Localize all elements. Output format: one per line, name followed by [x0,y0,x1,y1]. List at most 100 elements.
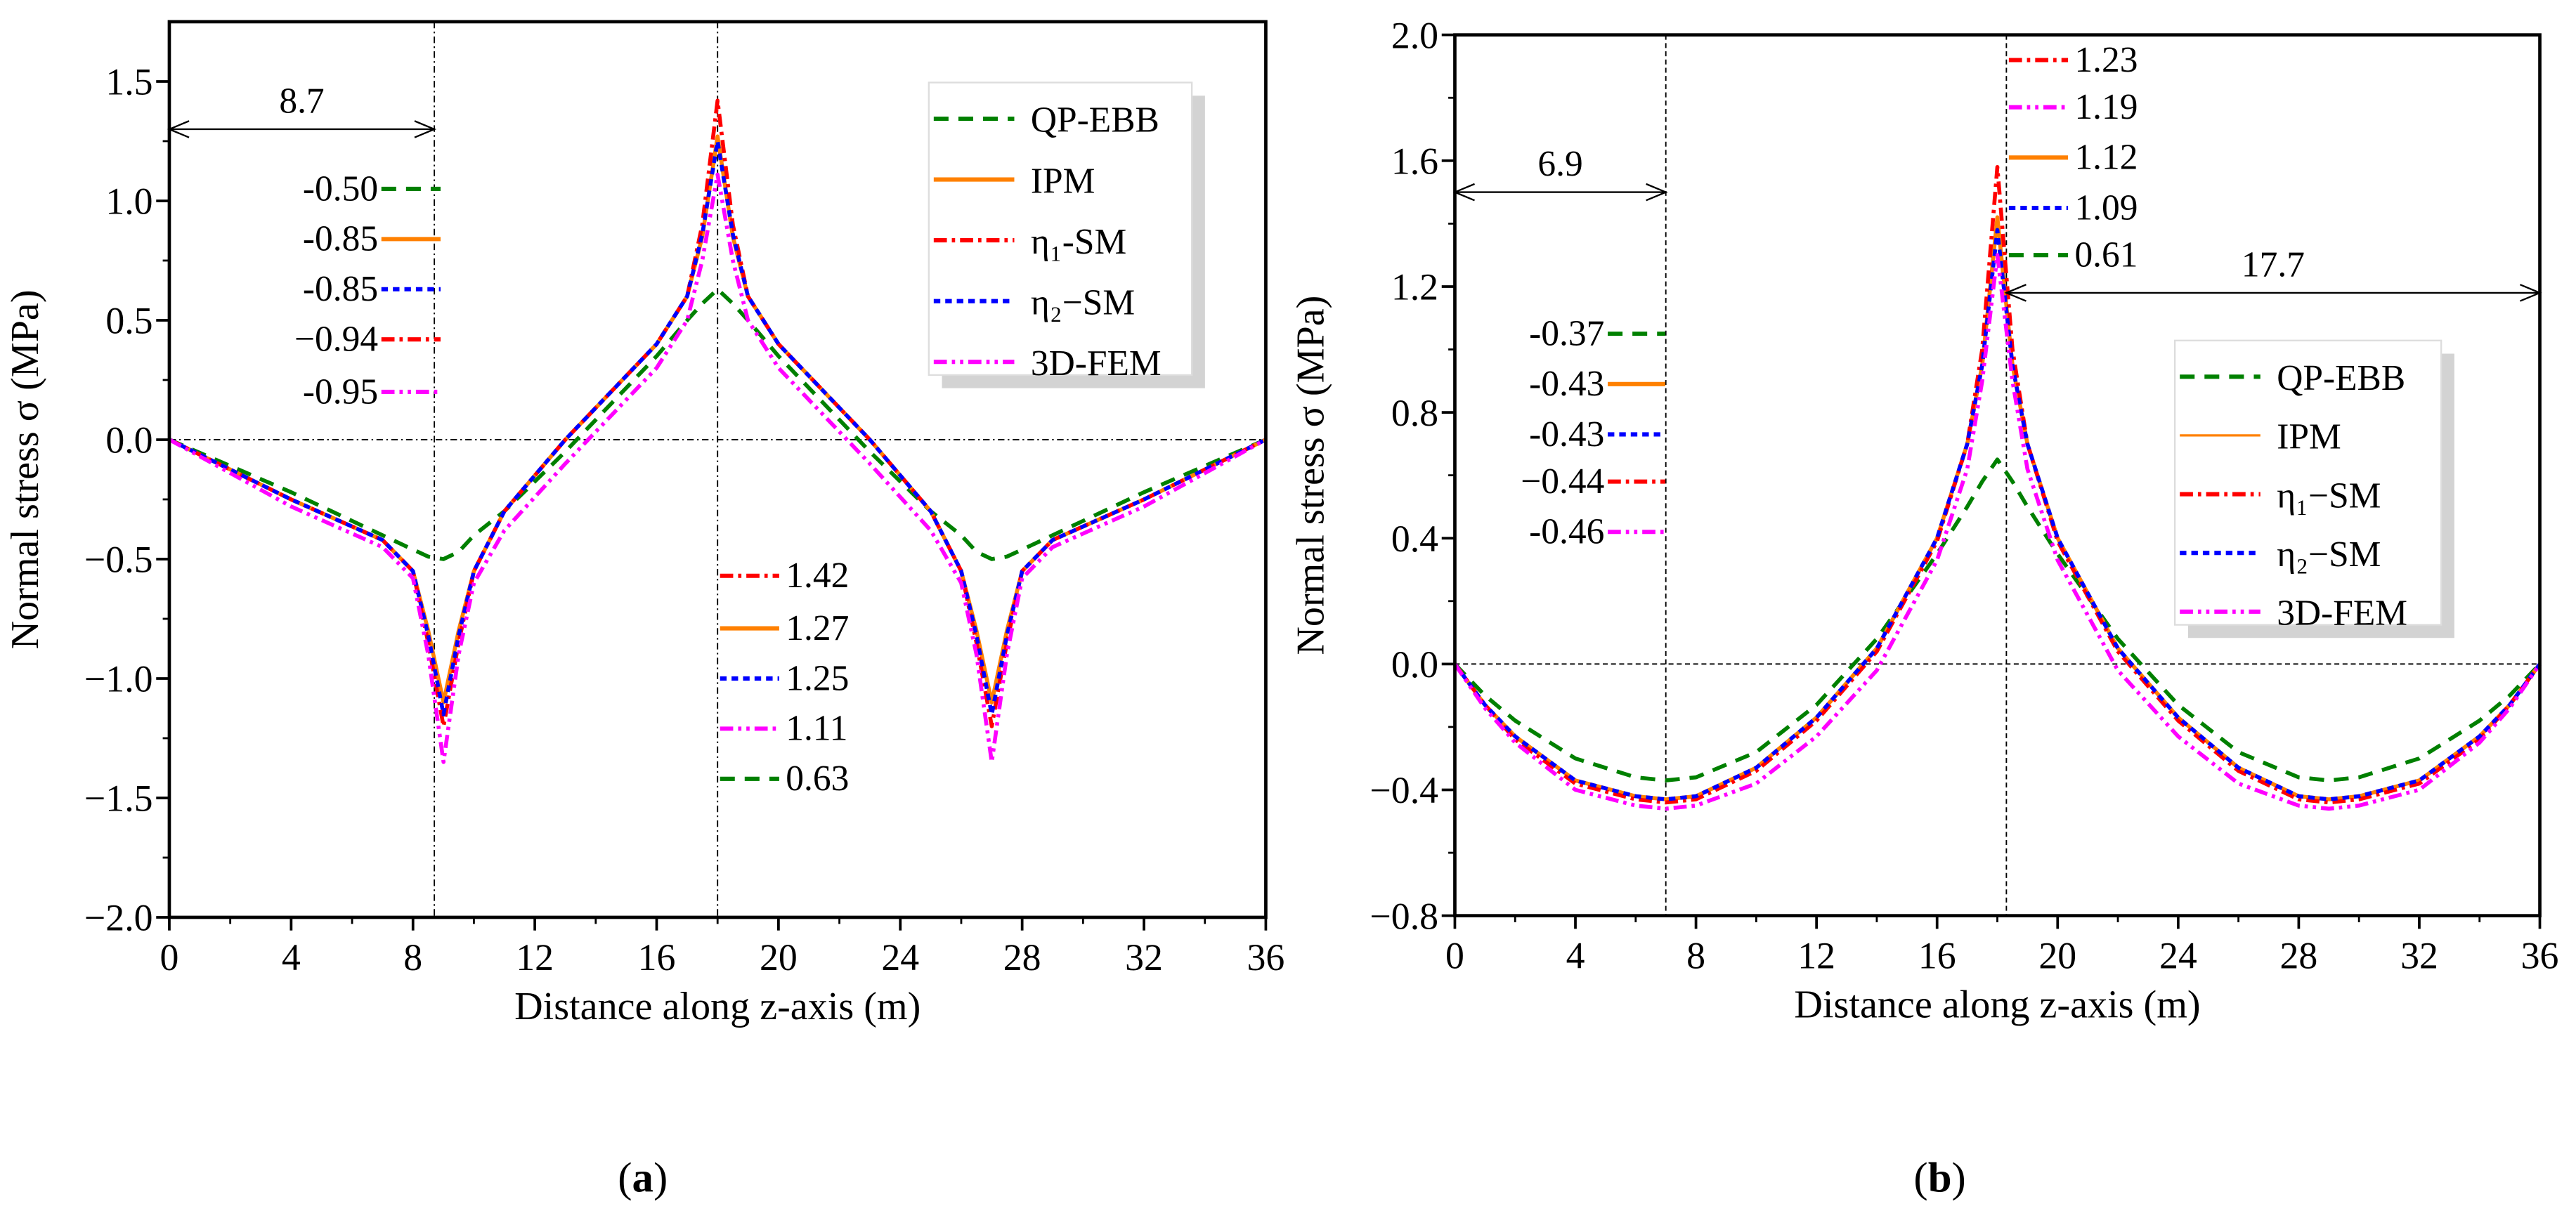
legend-entry: η₁-SM [1031,222,1126,262]
x-tick-label: 16 [1918,935,1956,977]
annotation-value: 1.09 [2074,188,2138,228]
annotation-value: 1.42 [786,556,849,596]
y-tick-label: −1.5 [84,778,153,820]
annotation-value: -0.43 [1529,364,1604,404]
arrow-head-icon [2520,284,2542,302]
x-tick-label: 20 [2038,935,2076,977]
series-line-3 [168,139,1267,716]
y-tick-label: 0.0 [105,419,152,461]
legend-entry: QP-EBB [1031,100,1159,140]
y-tick-label: 1.6 [1391,140,1438,183]
dimension-label: 8.7 [279,81,324,122]
x-tick-label: 0 [160,936,179,978]
legend: QP-EBB IPM η₁-SM η₂−SM 3D-FEM [928,81,1205,388]
panel-label-close: ) [1952,1155,1966,1202]
legend-entry: η₂−SM [2277,535,2381,575]
y-tick-label: 0.0 [1391,643,1438,686]
y-axis-title: Normal stress σ (MPa) [4,290,47,650]
panel-label: (a) [618,1155,668,1202]
legend-entry: IPM [2277,417,2341,457]
x-tick-label: 24 [881,936,919,978]
x-tick-label: 32 [1125,936,1163,978]
y-tick-label: −2.0 [84,897,153,939]
annotation-value: 0.61 [2074,235,2138,275]
annotation-value: 1.19 [2074,87,2138,127]
x-tick-label: 36 [1247,936,1285,978]
y-tick-label: −1.0 [84,658,153,700]
y-tick-label: −0.8 [1370,895,1438,937]
x-tick-label: 20 [760,936,798,978]
x-axis-title: Distance along z-axis (m) [1794,983,2200,1027]
legend-box [928,81,1193,376]
annotation-value: 1.25 [786,658,849,698]
annotation-value: 0.63 [786,759,849,799]
arrow-head-icon [414,120,437,138]
arrow-head-icon [1646,183,1668,202]
legend: QP-EBB IPM η₁−SM η₂−SM 3D-FEM [2173,339,2454,638]
legend-entry: η₁−SM [2277,476,2381,516]
series-line-0 [1453,457,2542,782]
x-tick-label: 4 [282,936,301,978]
x-tick-label: 32 [2400,935,2438,977]
x-tick-label: 8 [1686,935,1705,977]
annotation-value: -0.43 [1529,414,1604,454]
legend-box [2173,339,2442,626]
annotation-value: -0.50 [303,169,378,209]
series-line-4 [168,172,1267,764]
y-tick-label: 1.5 [105,61,152,103]
x-tick-label: 16 [638,936,676,978]
arrow-head-icon [2004,284,2027,302]
x-tick-label: 28 [1003,936,1041,978]
y-tick-label: 2.0 [1391,14,1438,56]
series-line-2 [1453,164,2542,805]
x-tick-label: 4 [1566,935,1585,977]
annotation-value: -0.85 [303,269,378,309]
annotation-value: -0.37 [1529,313,1604,353]
arrow-head-icon [1452,183,1475,202]
panel-label-close: ) [653,1155,668,1202]
panel-label-open: ( [1913,1155,1927,1202]
panel-label-open: ( [618,1155,632,1202]
legend-entry: IPM [1031,161,1095,201]
y-tick-label: 1.0 [105,181,152,223]
x-axis-title: Distance along z-axis (m) [514,985,921,1028]
panel-label-letter: a [632,1155,653,1202]
legend-entry: 3D-FEM [2277,594,2407,634]
annotation-value: 1.27 [786,608,849,648]
arrow-head-icon [167,120,190,138]
legend-entry: QP-EBB [2277,358,2405,398]
panel-label: (b) [1913,1155,1965,1202]
y-tick-label: 1.2 [1391,266,1438,308]
series-line-4 [1453,253,2542,811]
panel-a-chart: −2.0 −1.5 −1.0 −0.5 0.0 0.5 1.0 1.5 0 4 8 12 16 20 24 2… [4,20,1285,1202]
y-tick-label: 0.8 [1391,392,1438,434]
dimension-label: 17.7 [2242,245,2305,285]
dimension-label: 6.9 [1537,144,1582,184]
annotation-value: -0.46 [1529,512,1604,552]
y-tick-label: −0.4 [1370,769,1438,811]
x-tick-label: 12 [1797,935,1835,977]
panel-b-chart: −0.8 −0.4 0.0 0.4 0.8 1.2 1.6 2.0 0 4 8 12 16 20 24 28 3… [1289,14,2558,1201]
x-tick-label: 0 [1445,935,1464,977]
annotation-value: 1.23 [2074,40,2138,80]
x-tick-label: 12 [516,936,554,978]
y-tick-label: 0.5 [105,300,152,342]
legend-entry: 3D-FEM [1031,343,1162,384]
annotation-value: -0.95 [303,372,378,412]
annotation-value: 1.12 [2074,138,2138,178]
annotation-value: 1.11 [786,709,847,749]
annotation-value: −0.44 [1521,461,1604,502]
panel-label-letter: b [1928,1155,1952,1202]
series-line-3 [1453,228,2542,801]
x-tick-label: 28 [2280,935,2318,977]
y-tick-label: 0.4 [1391,518,1438,560]
x-tick-label: 36 [2521,935,2559,977]
y-axis-title: Normal stress σ (MPa) [1289,296,1332,655]
legend-entry: η₂−SM [1031,282,1135,322]
annotation-value: −0.94 [294,320,378,360]
y-tick-label: −0.5 [84,539,153,581]
x-tick-label: 8 [403,936,422,978]
x-tick-label: 24 [2159,935,2197,977]
annotation-value: -0.85 [303,219,378,259]
